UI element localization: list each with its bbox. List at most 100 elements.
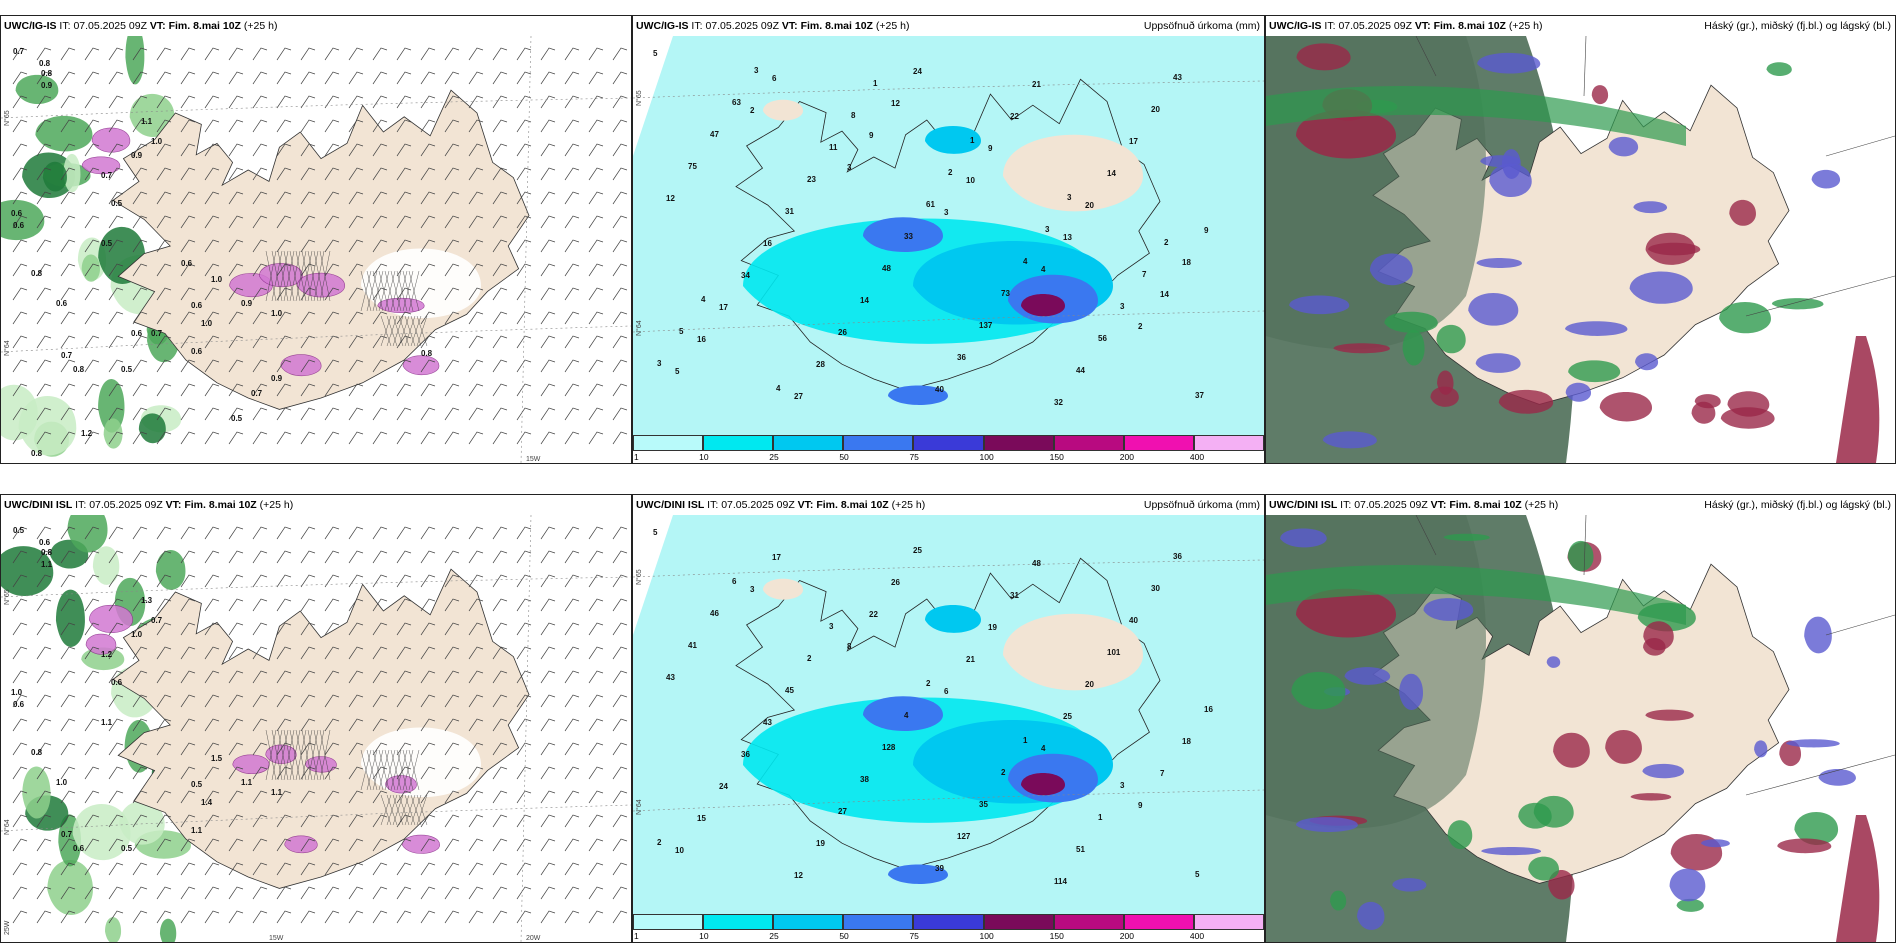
value-label: 24 — [719, 782, 728, 791]
value-label: 0.5 — [231, 414, 243, 423]
value-label: 0.5 — [121, 365, 133, 374]
value-label: 9 — [1204, 226, 1209, 235]
value-label: 127 — [957, 832, 971, 841]
value-label: 1.1 — [41, 560, 53, 569]
panel-header: UWC/IG-IS IT: 07.05.2025 09Z VT: Fim. 8.… — [1, 16, 631, 36]
legend-label: 25 — [769, 452, 779, 462]
value-label: 114 — [1054, 877, 1067, 886]
precip-fill — [743, 126, 1113, 405]
map-area[interactable] — [1266, 36, 1895, 463]
value-label: 4 — [1023, 257, 1028, 266]
legend-swatch — [1193, 914, 1264, 930]
value-label: 9 — [869, 131, 874, 140]
value-label: 43 — [666, 673, 675, 682]
cloud-patches — [1266, 43, 1880, 463]
value-label: 35 — [979, 800, 988, 809]
value-label: 40 — [935, 385, 944, 394]
value-label: 2 — [657, 838, 662, 847]
map-area[interactable]: N°65 N°64 20W 15W 25W 0.5 0.6 0.8 1.1 1.3 0.7 1.0 1.… — [1, 515, 631, 942]
cloud-map-svg — [1266, 36, 1895, 463]
panel-header: UWC/IG-IS IT: 07.05.2025 09Z VT: Fim. 8.… — [633, 16, 1264, 36]
axis-label: N°64 — [3, 340, 11, 356]
value-label: 4 — [1041, 744, 1046, 753]
value-label: 1.4 — [201, 798, 213, 807]
value-label: 46 — [710, 609, 719, 618]
axis-label: N°65 — [635, 569, 643, 585]
region-lines — [1415, 36, 1895, 317]
value-labels: 5386491017222125715122619201824192531101… — [653, 528, 1213, 886]
value-label: 16 — [1204, 705, 1213, 714]
value-label: 1.3 — [141, 596, 153, 605]
value-label: 21 — [1032, 80, 1041, 89]
legend-label: 50 — [839, 452, 849, 462]
value-label: 14 — [1107, 169, 1116, 178]
value-label: 45 — [785, 686, 794, 695]
value-labels: 0.70.80.80.91.11.00.90.70.60.60.50.80.50… — [11, 47, 433, 458]
value-label: 31 — [785, 207, 794, 216]
map-area[interactable] — [1266, 515, 1895, 942]
value-label: 0.8 — [39, 59, 51, 68]
value-label: 0.8 — [41, 69, 53, 78]
value-label: 27 — [838, 807, 847, 816]
graticule — [1, 515, 631, 942]
value-label: 3 — [1120, 302, 1125, 311]
value-label: 0.8 — [31, 269, 43, 278]
wind-precip-map-dini: UWC/DINI ISL IT: 07.05.2025 09Z VT: Fim.… — [0, 494, 632, 943]
wind-map-svg: N°65N°6415W0.70.80.80.91.11.00.90.70.60.… — [1, 36, 631, 463]
cloud-map-svg — [1266, 515, 1895, 942]
value-label: 27 — [794, 392, 803, 401]
value-label: 0.9 — [41, 81, 53, 90]
value-label: 26 — [838, 328, 847, 337]
value-label: 101 — [1107, 648, 1121, 657]
value-label: 0.6 — [11, 209, 23, 218]
value-label: 1.2 — [81, 429, 93, 438]
value-label: 3 — [847, 163, 852, 172]
map-area[interactable]: N°65 N°64 15W 0.7 0.8 0.8 0.9 1.1 1.0 0.9 0.7 0.6 0.… — [1, 36, 631, 463]
value-label: 37 — [1195, 391, 1204, 400]
panel-header: UWC/IG-IS IT: 07.05.2025 09Z VT: Fim. 8.… — [1266, 16, 1895, 36]
color-legend: 1 10 25 50 75 100 150 200 400 — [633, 435, 1264, 463]
value-label: 63 — [732, 98, 741, 107]
value-label: 6 — [944, 687, 949, 696]
panel-header: UWC/DINI ISL IT: 07.05.2025 09Z VT: Fim.… — [1266, 495, 1895, 515]
value-label: 3 — [750, 585, 755, 594]
legend-swatch — [913, 435, 984, 451]
value-label: 15 — [697, 814, 706, 823]
panel-title: Uppsöfnuð úrkoma (mm) — [1143, 20, 1260, 32]
value-label: 0.7 — [61, 351, 73, 360]
map-area[interactable]: N°65 N°64 5 3 8 6 4 9 10 17 22 21 25 7 15 12 26 19 20 18 24 1… — [633, 515, 1264, 914]
value-label: 40 — [1129, 616, 1138, 625]
value-label: 7 — [1160, 769, 1165, 778]
value-label: 1.1 — [101, 718, 113, 727]
legend-label: 100 — [979, 452, 994, 462]
value-label: 2 — [1138, 322, 1143, 331]
value-label: 21 — [966, 655, 975, 664]
value-label: 0.5 — [191, 780, 203, 789]
value-label: 25 — [913, 546, 922, 555]
value-label: 2 — [1164, 238, 1169, 247]
value-label: 0.7 — [13, 47, 25, 56]
axis-label: 25W — [4, 920, 11, 935]
legend-label: 400 — [1189, 452, 1205, 462]
legend-label: 75 — [909, 452, 919, 462]
legend-label: 10 — [699, 452, 709, 462]
wind-map-svg: N°65N°6420W15W25W0.50.60.81.11.30.71.01.… — [1, 515, 631, 942]
value-label: 12 — [794, 871, 803, 880]
legend-swatch — [913, 914, 984, 930]
value-label: 0.9 — [131, 151, 143, 160]
map-area[interactable]: N°65 N°64 5 2 3 3 4 2 5 6 9 10 13 14 16 27 12 9 20 18 17 28 24… — [633, 36, 1264, 435]
value-label: 0.6 — [191, 301, 203, 310]
value-label: 1.0 — [211, 275, 223, 284]
value-label: 1 — [873, 79, 878, 88]
value-label: 43 — [1173, 73, 1182, 82]
value-label: 56 — [1098, 334, 1107, 343]
axis-label: N°65 — [3, 110, 11, 126]
legend-label: 150 — [1049, 931, 1064, 941]
legend-swatch — [983, 435, 1054, 451]
value-label: 2 — [926, 679, 931, 688]
value-label: 30 — [1151, 584, 1160, 593]
convective-cells — [85, 604, 441, 854]
value-label: 0.6 — [39, 538, 51, 547]
value-label: 47 — [710, 130, 719, 139]
value-label: 0.7 — [251, 389, 263, 398]
